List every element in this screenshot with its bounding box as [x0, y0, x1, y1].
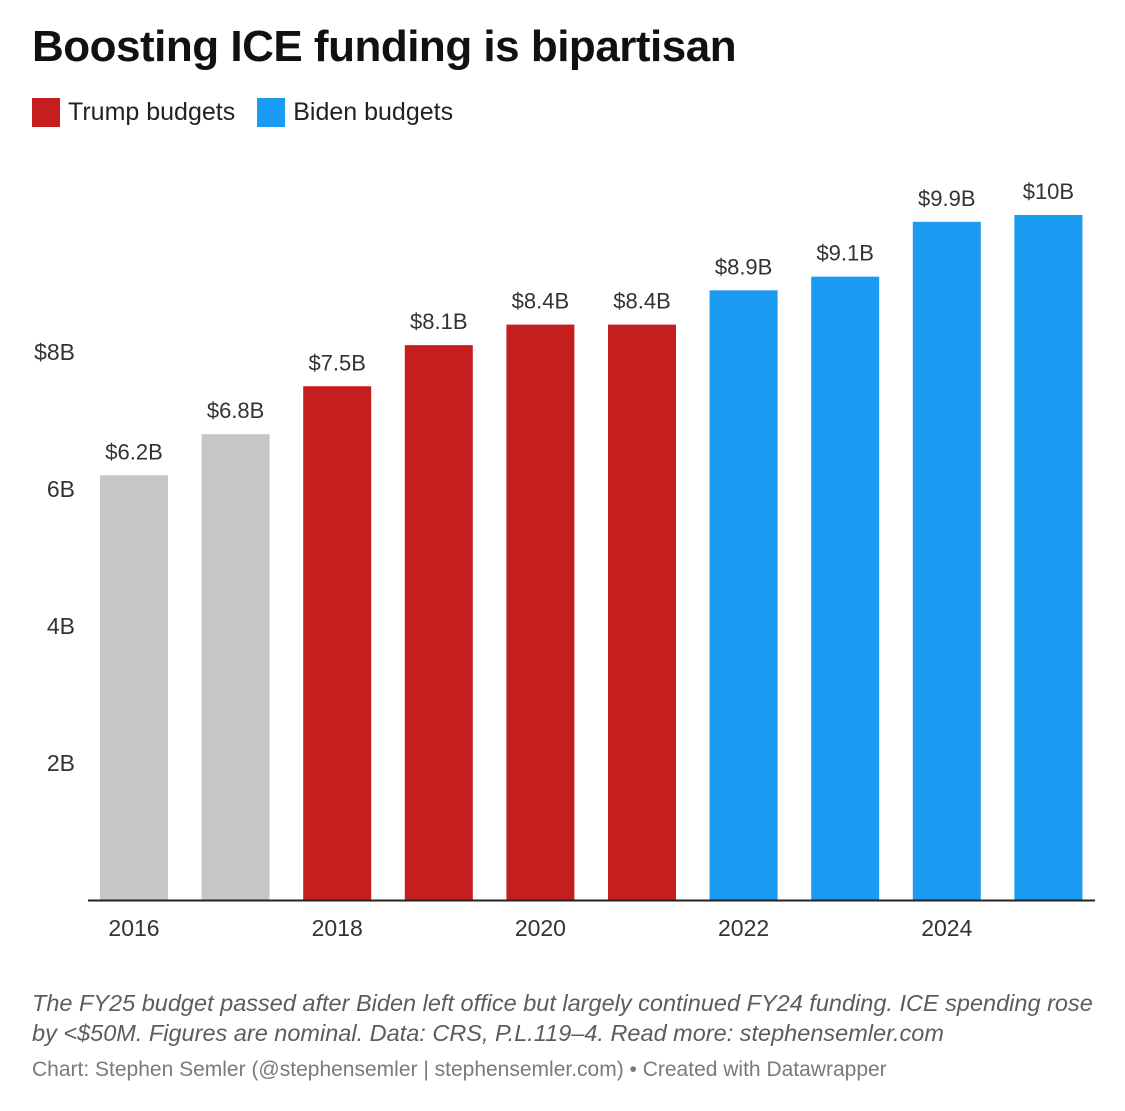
bar-2023: [811, 276, 880, 900]
bar-2017: [201, 434, 270, 900]
legend-label-trump: Trump budgets: [68, 98, 236, 126]
data-label-2022: $8.9B: [715, 254, 773, 279]
data-label-2019: $8.1B: [410, 309, 468, 334]
data-label-2017: $6.8B: [207, 398, 265, 423]
chart-title: Boosting ICE funding is bipartisan: [32, 22, 737, 71]
x-tick-label: 2020: [515, 915, 566, 941]
data-label-2025: $10B: [1023, 179, 1074, 204]
x-tick-label: 2018: [312, 915, 363, 941]
bar-2022: [709, 290, 778, 901]
legend-swatch-biden: [257, 98, 286, 127]
data-label-2023: $9.1B: [816, 241, 874, 266]
data-label-2018: $7.5B: [308, 350, 366, 375]
bar-2025: [1014, 215, 1083, 900]
data-label-2024: $9.9B: [918, 186, 976, 211]
legend-swatch-trump: [32, 98, 60, 127]
bar-2018: [303, 386, 372, 900]
data-label-2016: $6.2B: [105, 439, 163, 464]
y-tick-label: 2B: [47, 750, 75, 776]
bar-2021: [608, 324, 676, 901]
data-label-2021: $8.4B: [613, 289, 671, 314]
x-tick-label: 2024: [921, 915, 972, 941]
bar-2020: [506, 324, 575, 901]
chart-note: The FY25 budget passed after Biden left …: [32, 990, 1093, 1046]
bar-2019: [404, 345, 473, 900]
y-tick-label: 4B: [47, 613, 75, 639]
chart-credit: Chart: Stephen Semler (@stephensemler | …: [32, 1058, 887, 1081]
legend-label-biden: Biden budgets: [293, 98, 454, 126]
y-tick-label: $8B: [34, 339, 75, 365]
legend: Trump budgets Biden budgets: [32, 98, 465, 127]
y-tick-label: 6B: [47, 476, 75, 502]
data-label-2020: $8.4B: [512, 289, 570, 314]
x-tick-label: 2022: [718, 915, 769, 941]
legend-item-trump: Trump budgets: [32, 98, 235, 127]
legend-item-biden: Biden budgets: [257, 98, 453, 127]
bar-2016: [100, 475, 168, 900]
x-tick-label: 2016: [108, 915, 159, 941]
bar-2024: [912, 221, 981, 901]
